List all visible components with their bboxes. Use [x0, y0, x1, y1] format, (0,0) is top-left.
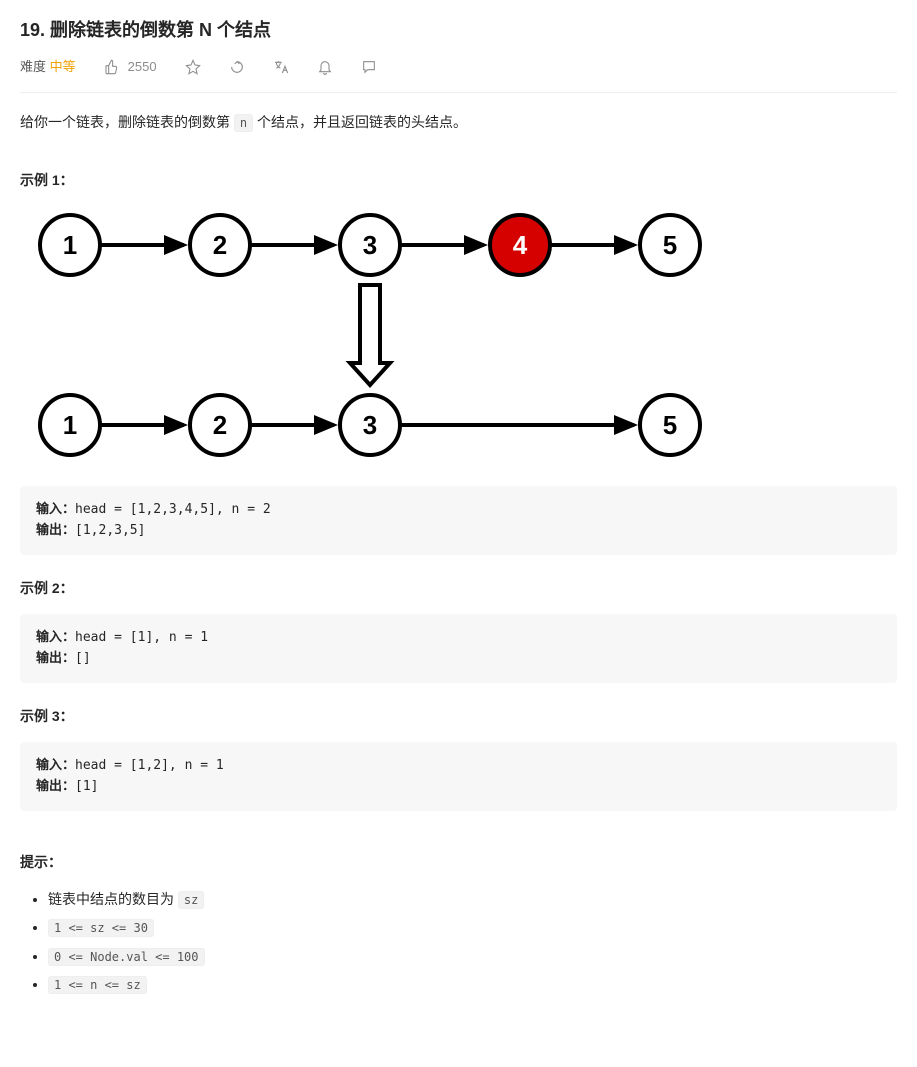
svg-text:4: 4 [513, 230, 528, 260]
hint-item: 1 <= n <= sz [48, 973, 897, 995]
hint-item: 链表中结点的数目为 sz [48, 888, 897, 910]
example-diagram: 1 2 3 4 5 1 2 3 5 [20, 205, 897, 471]
example-io: 输入：head = [1,2], n = 1 输出：[1] [20, 742, 897, 812]
linked-list-diagram: 1 2 3 4 5 1 2 3 5 [20, 205, 720, 465]
star-icon[interactable] [185, 59, 201, 75]
hints-list: 链表中结点的数目为 sz 1 <= sz <= 30 0 <= Node.val <… [20, 888, 897, 996]
difficulty-group: 难度 中等 [20, 57, 76, 78]
example-io: 输入：head = [1,2,3,4,5], n = 2 输出：[1,2,3,5… [20, 486, 897, 556]
thumbs-up-icon [104, 59, 120, 75]
svg-text:5: 5 [663, 410, 677, 440]
example-heading: 示例 2： [20, 577, 897, 599]
hint-code: 1 <= n <= sz [48, 976, 147, 994]
example-heading: 示例 1： [20, 169, 897, 191]
hint-item: 0 <= Node.val <= 100 [48, 945, 897, 967]
meta-bar: 难度 中等 2550 [20, 57, 897, 93]
feedback-icon[interactable] [361, 59, 377, 75]
desc-code: n [234, 114, 253, 132]
example-heading: 示例 3： [20, 705, 897, 727]
example-io: 输入：head = [1], n = 1 输出：[] [20, 614, 897, 684]
hints-heading: 提示： [20, 851, 897, 873]
problem-title-text: 删除链表的倒数第 N 个结点 [50, 20, 271, 40]
hint-code: 1 <= sz <= 30 [48, 919, 154, 937]
problem-title: 19. 删除链表的倒数第 N 个结点 [20, 16, 897, 45]
likes-group[interactable]: 2550 [104, 57, 157, 78]
svg-text:1: 1 [63, 410, 77, 440]
svg-text:3: 3 [363, 230, 377, 260]
svg-text:1: 1 [63, 230, 77, 260]
likes-count: 2550 [128, 57, 157, 78]
desc-suffix: 个结点，并且返回链表的头结点。 [253, 114, 467, 130]
hint-item: 1 <= sz <= 30 [48, 916, 897, 938]
svg-text:5: 5 [663, 230, 677, 260]
problem-description: 给你一个链表，删除链表的倒数第 n 个结点，并且返回链表的头结点。 [20, 111, 897, 133]
svg-text:2: 2 [213, 230, 227, 260]
svg-text:2: 2 [213, 410, 227, 440]
translate-icon[interactable] [273, 59, 289, 75]
bell-icon[interactable] [317, 59, 333, 75]
difficulty-label: 难度 [20, 59, 46, 74]
hint-code: sz [178, 891, 204, 909]
problem-number: 19. [20, 20, 45, 40]
svg-text:3: 3 [363, 410, 377, 440]
share-icon[interactable] [229, 59, 245, 75]
desc-prefix: 给你一个链表，删除链表的倒数第 [20, 114, 234, 130]
hint-code: 0 <= Node.val <= 100 [48, 948, 205, 966]
difficulty-value: 中等 [50, 59, 76, 74]
